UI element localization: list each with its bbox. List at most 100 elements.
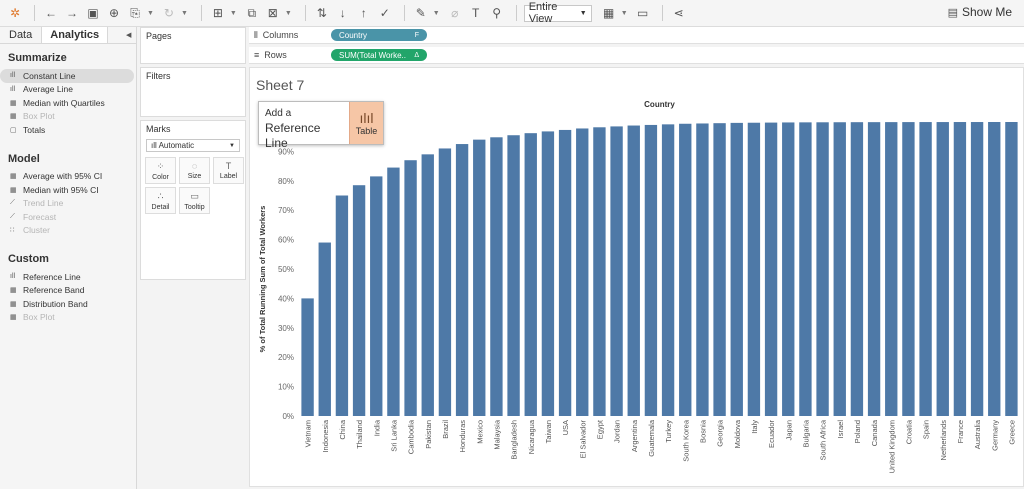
back-icon[interactable]: ← [45,6,57,20]
bar-croatia[interactable] [902,122,915,416]
bar-georgia[interactable] [713,123,726,417]
bar-moldova[interactable] [730,122,743,416]
marks-label-button[interactable]: T Label [213,157,244,184]
share-icon[interactable]: ⋖ [673,6,684,20]
fix-axes-icon[interactable]: ⚲ [492,6,502,20]
new-worksheet-icon[interactable]: ⊞ [212,6,223,20]
clear-icon[interactable]: ⊠ [267,6,278,20]
bar-germany[interactable] [988,122,1001,416]
bar-china[interactable] [335,195,349,417]
bar-cambodia[interactable] [404,160,417,416]
rows-shelf[interactable]: ≡ Rows SUM(Total Worke.. Δ [249,47,1024,64]
bar-pakistan[interactable] [421,154,434,416]
bar-bulgaria[interactable] [799,122,812,416]
new-datasource-icon[interactable]: ⊕ [108,6,120,20]
analytics-item[interactable]: ▦ Median with 95% CI [0,183,136,197]
bar-usa[interactable] [558,129,572,416]
group-icon[interactable]: ⌀ [451,6,459,20]
refresh-icon[interactable]: ↻ [163,6,174,20]
collapse-pane-icon[interactable]: ◀ [126,32,132,39]
filters-card[interactable]: Filters [140,67,246,117]
bar-egypt[interactable] [593,127,606,416]
bar-jordan[interactable] [610,126,623,416]
bar-indonesia[interactable] [318,242,331,416]
bar-el-salvador[interactable] [576,128,589,416]
total-workers-pill[interactable]: SUM(Total Worke.. Δ [331,49,427,61]
duplicate-icon[interactable]: ⧉ [247,5,257,20]
save-icon[interactable]: ▣ [87,6,99,20]
pause-icon[interactable]: ⎘ [130,5,140,20]
bar-australia[interactable] [970,122,984,416]
bar-italy[interactable] [747,122,761,417]
bar-brazil[interactable] [438,148,452,416]
show-me-button[interactable]: ▤ Show Me [948,5,1012,19]
bar-bosnia[interactable] [696,123,709,416]
analytics-item[interactable]: ▢ Totals [0,123,136,137]
analytics-item[interactable]: ▦ Median with Quartiles [0,96,136,110]
caret-icon[interactable]: ▼ [620,9,628,17]
bar-ecuador[interactable] [764,122,778,416]
bar-united-kingdom[interactable] [885,122,898,416]
highlight-pen-icon[interactable]: ✎ [415,6,426,20]
bar-guatemala[interactable] [644,124,658,416]
analytics-item[interactable]: ıll Average Line [0,83,136,97]
bar-mexico[interactable] [473,139,486,416]
bar-thailand[interactable] [352,185,366,416]
marks-color-button[interactable]: ⁘ Color [145,157,176,184]
bar-nicaragua[interactable] [524,133,537,417]
bar-argentina[interactable] [627,125,640,416]
show-cards-icon[interactable]: ▦ [603,6,615,20]
bar-poland[interactable] [850,122,864,417]
bar-bangladesh[interactable] [507,135,520,416]
bar-vietnam[interactable] [301,298,314,416]
forward-icon[interactable]: → [66,6,78,20]
sort-desc-icon[interactable]: ↑ [360,6,367,20]
table-drop-target[interactable]: ılıl Table [349,102,383,144]
marks-detail-button[interactable]: ∴ Detail [145,187,176,214]
bar-israel[interactable] [833,122,846,417]
bar-turkey[interactable] [661,124,675,416]
sort-asc-icon[interactable]: ↓ [339,6,346,20]
bar-france[interactable] [953,122,967,416]
analytics-item[interactable]: ▦ Average with 95% CI [0,170,136,184]
analytics-item[interactable]: ıll Reference Line [0,270,136,284]
bar-sri-lanka[interactable] [387,167,400,416]
caret-icon[interactable]: ▼ [432,9,440,17]
country-pill[interactable]: Country F [331,29,427,41]
swap-icon[interactable]: ⇅ [316,6,327,20]
pages-card[interactable]: Pages [140,27,246,64]
caret-icon[interactable]: ▼ [180,9,188,17]
sheet-title[interactable]: Sheet 7 [256,77,305,93]
columns-shelf[interactable]: ⫴ Columns Country F [249,27,1024,44]
highlight-icon[interactable]: ✓ [379,6,390,20]
caret-icon[interactable]: ▼ [147,9,154,17]
tab-analytics[interactable]: Analytics [41,27,109,43]
bar-netherlands[interactable] [936,122,949,416]
analytics-item[interactable]: ▦ Distribution Band [0,297,136,311]
bar-greece[interactable] [1005,122,1018,416]
caret-icon[interactable]: ▼ [229,9,237,17]
caret-icon[interactable]: ▼ [284,9,292,17]
bar-canada[interactable] [867,122,881,417]
filter-icon: F [414,31,419,39]
bar-india[interactable] [370,176,383,416]
analytics-item[interactable]: ▦ Reference Band [0,284,136,298]
bar-japan[interactable] [782,122,795,416]
bar-honduras[interactable] [455,144,469,417]
analytics-item[interactable]: ıll Constant Line [0,69,134,83]
fit-select[interactable]: Entire View ▼ [523,1,592,25]
bar-south-africa[interactable] [816,122,829,416]
bar-malaysia[interactable] [490,137,503,416]
bar-south-korea[interactable] [679,123,692,416]
tab-data[interactable]: Data [9,29,33,41]
bar-taiwan[interactable] [541,131,555,416]
mark-type-dropdown[interactable]: ıll Automatic ▼ [146,139,240,152]
marks-tooltip-button[interactable]: ▭ Tooltip [179,187,210,214]
x-tick-label: Turkey [664,420,673,443]
label-icon[interactable]: T [472,6,480,20]
tableau-logo-icon[interactable]: ✲ [9,6,21,20]
x-tick-label: El Salvador [578,420,587,459]
bar-spain[interactable] [919,122,932,416]
presentation-icon[interactable]: ▭ [636,6,649,20]
marks-size-button[interactable]: ◌ Size [179,157,210,184]
